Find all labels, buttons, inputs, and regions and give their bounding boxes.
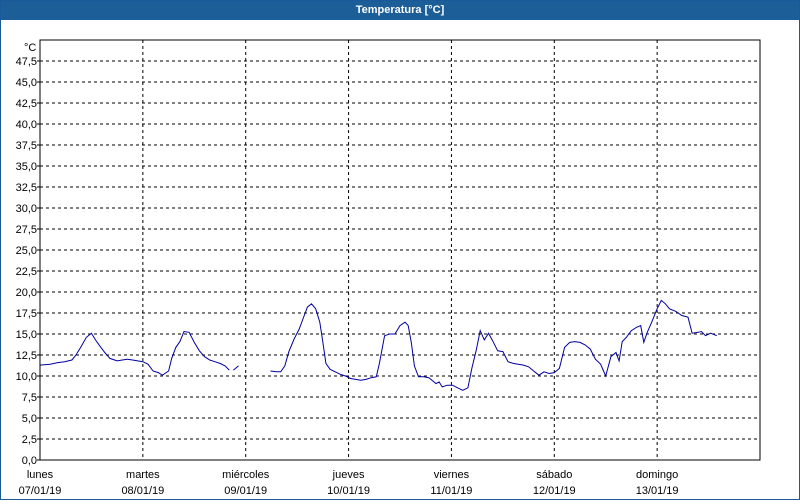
y-tick-label: 10,0: [16, 371, 37, 383]
x-tick-label-day: jueves: [332, 469, 365, 481]
y-tick-label: 32,5: [16, 182, 37, 194]
series-layer: [39, 299, 717, 391]
x-tick-label-date: 11/01/19: [430, 485, 472, 497]
y-tick-label: 35,0: [16, 161, 37, 173]
x-tick-label-day: sábado: [536, 469, 572, 481]
y-tick-label: 20,0: [16, 287, 37, 299]
x-tick-label-date: 13/01/19: [636, 485, 679, 497]
y-tick-label: 27,5: [16, 224, 37, 236]
y-tick-label: 45,0: [16, 77, 37, 89]
y-tick-label: 25,0: [16, 245, 37, 257]
y-tick-label: 17,5: [16, 308, 37, 320]
y-tick-label: 7,5: [22, 392, 37, 404]
y-tick-label: 22,5: [16, 266, 37, 278]
series-line: [270, 299, 717, 391]
x-tick-label-day: domingo: [636, 469, 678, 481]
x-tick-label-date: 10/01/19: [327, 485, 370, 497]
y-tick-label: 0,0: [22, 455, 37, 467]
temperature-chart: 0,0 2,5 5,0 7,5 10,0 12,5 15,0 17,5 20,0 22,5 25,0…: [16, 39, 761, 497]
x-tick-label-date: 08/01/19: [121, 485, 164, 497]
grid-layer: [40, 40, 760, 460]
y-tick-label: 5,0: [22, 413, 37, 425]
y-axis-unit: °C: [24, 42, 36, 54]
x-tick-label-day: miércoles: [222, 469, 270, 481]
plot-frame: [39, 39, 761, 461]
y-tick-label: 42,5: [16, 98, 37, 110]
x-tick-label-date: 12/01/19: [533, 485, 576, 497]
y-tick-label: 2,5: [22, 434, 37, 446]
x-tick-label-day: lunes: [27, 469, 54, 481]
window-title: Temperatura [°C]: [1, 1, 799, 20]
series-line: [233, 365, 239, 371]
y-tick-label: 30,0: [16, 203, 37, 215]
y-tick-label: 12,5: [16, 350, 37, 362]
series-line: [39, 330, 230, 376]
y-tick-label: 40,0: [16, 119, 37, 131]
x-tick-label-date: 07/01/19: [19, 485, 62, 497]
y-tick-label: 15,0: [16, 329, 37, 341]
axis-layer: 0,0 2,5 5,0 7,5 10,0 12,5 15,0 17,5 20,0 22,5 25,0…: [16, 39, 761, 497]
x-tick-label-day: martes: [126, 469, 160, 481]
x-tick-label-date: 09/01/19: [224, 485, 267, 497]
y-tick-label: 37,5: [16, 140, 37, 152]
y-tick-label: 47,5: [16, 56, 37, 68]
x-tick-label-day: viernes: [434, 469, 470, 481]
